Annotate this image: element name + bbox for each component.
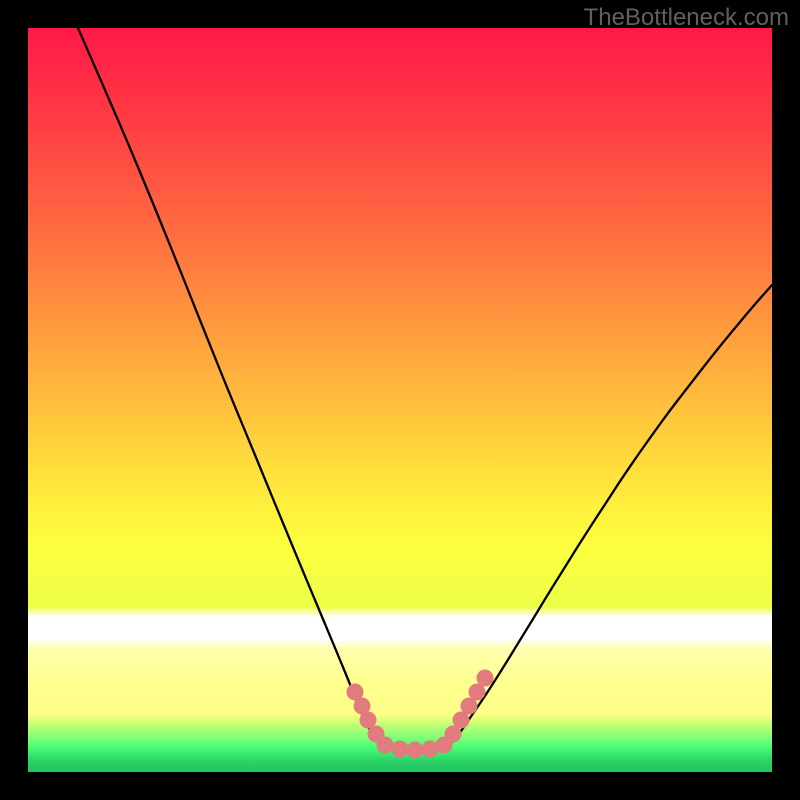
watermark-text: TheBottleneck.com (584, 4, 789, 32)
highlight-dot (377, 737, 394, 754)
bottleneck-curve-left (78, 28, 380, 744)
curves-overlay (0, 0, 800, 800)
highlight-dot-path (347, 670, 494, 759)
highlight-dot (407, 742, 424, 759)
highlight-dot (477, 670, 494, 687)
bottleneck-curve-right (450, 285, 772, 744)
highlight-dot (392, 741, 409, 758)
